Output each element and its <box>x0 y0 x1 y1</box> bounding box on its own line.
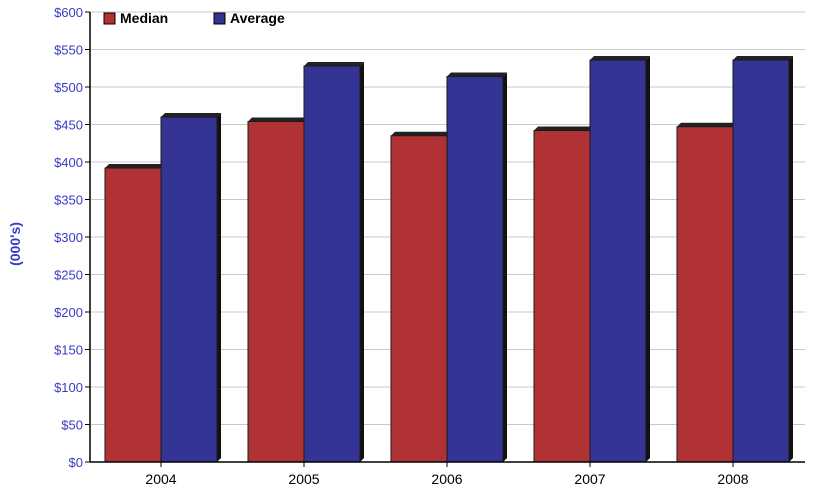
bar-median-2006 <box>390 135 448 463</box>
y-tick-label: $500 <box>54 80 83 95</box>
bar-median-2008 <box>676 126 734 463</box>
legend-swatch-median <box>103 12 116 25</box>
bar-top <box>391 131 451 136</box>
bar-median-2004 <box>104 167 162 463</box>
y-tick-label: $50 <box>61 418 83 433</box>
bar-average-2005 <box>303 65 361 463</box>
bar-top <box>733 56 793 60</box>
legend: Median Average <box>103 10 285 26</box>
y-tick-label: $200 <box>54 305 83 320</box>
x-tick-label: 2007 <box>574 471 605 487</box>
y-tick-label: $550 <box>54 43 83 58</box>
bar-side <box>646 56 650 462</box>
bar-top <box>677 122 737 127</box>
y-tick-label: $250 <box>54 268 83 283</box>
axes <box>85 11 805 467</box>
y-tick-label: $150 <box>54 343 83 358</box>
bar-top <box>248 117 308 122</box>
bars-group <box>104 56 793 463</box>
y-tick-label: $300 <box>54 230 83 245</box>
bar-side <box>789 56 793 462</box>
bar-side <box>503 72 507 462</box>
bar-average-2008 <box>732 59 790 463</box>
y-tick-label: $100 <box>54 380 83 395</box>
bar-top <box>534 126 594 131</box>
x-tick-label: 2006 <box>431 471 462 487</box>
x-tick-label: 2008 <box>717 471 748 487</box>
bar-top <box>304 62 364 66</box>
y-tick-label: $400 <box>54 155 83 170</box>
y-tick-label: $450 <box>54 118 83 133</box>
bar-side <box>360 62 364 462</box>
bar-average-2007 <box>589 59 647 463</box>
y-tick-label: $350 <box>54 193 83 208</box>
y-tick-label: $0 <box>69 455 83 470</box>
bar-top <box>447 72 507 77</box>
bar-top <box>590 56 650 60</box>
y-tick-label: $600 <box>54 5 83 20</box>
bar-top <box>105 164 165 168</box>
legend-label-average: Average <box>230 10 285 26</box>
bar-side <box>217 113 221 462</box>
x-tick-labels: 2004 2005 2006 2007 2008 <box>145 471 748 487</box>
y-axis-title: (000's) <box>7 222 23 266</box>
bar-average-2004 <box>160 116 218 463</box>
y-tick-labels: $0 $50 $100 $150 $200 $250 $300 $350 $400 $450 $50… <box>54 5 83 470</box>
legend-label-median: Median <box>120 10 168 26</box>
legend-swatch-average <box>213 12 226 25</box>
bar-top <box>161 113 221 117</box>
x-tick-label: 2005 <box>288 471 319 487</box>
x-tick-label: 2004 <box>145 471 176 487</box>
bar-median-2005 <box>247 121 305 463</box>
bar-median-2007 <box>533 130 591 463</box>
bar-average-2006 <box>446 76 504 463</box>
